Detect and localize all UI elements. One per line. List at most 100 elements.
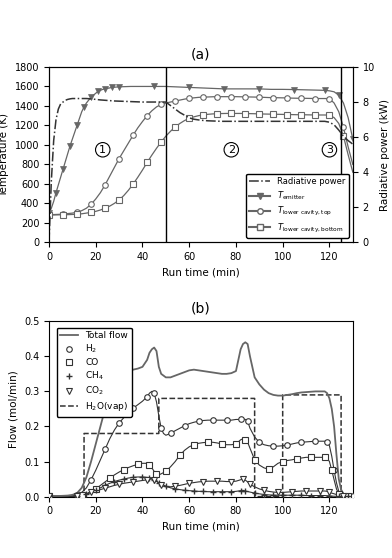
CO$_2$ [290,488,294,495]
CH$_4$ [201,488,205,495]
CO [322,454,327,461]
CO$_2$ [117,481,122,488]
CO [154,470,159,477]
Legend: Radiative power, $T_{\rm emitter}$, $T_{\rm lower\ cavity,top}$, $T_{\rm lower\ : Radiative power, $T_{\rm emitter}$, $T_{… [246,174,348,238]
CH$_4$ [243,488,248,494]
CH$_4$ [84,491,89,498]
CH$_4$ [252,490,257,497]
CO$_2$ [341,493,346,499]
H$_2$O(vap) [280,392,285,398]
CH$_4$ [271,492,276,498]
H$_2$ [238,416,243,423]
H$_2$ [224,417,229,424]
CH$_4$ [93,487,98,494]
CO$_2$ [241,476,245,483]
Total flow [304,389,309,396]
Line: CO: CO [46,437,351,499]
H$_2$ [299,439,304,446]
H$_2$O(vap) [156,430,161,437]
Total flow [84,474,89,480]
Total flow [47,493,51,499]
Y-axis label: Temperature (K): Temperature (K) [0,113,9,196]
CH$_4$ [103,482,107,489]
CO$_2$ [75,492,80,499]
CO [243,436,248,443]
H$_2$ [159,425,163,431]
Total flow [313,388,318,395]
Title: (a): (a) [191,47,211,61]
H$_2$O(vap) [252,493,257,500]
CH$_4$ [280,492,285,498]
CO [205,439,210,446]
CH$_4$ [210,488,215,495]
CH$_4$ [163,483,168,489]
H$_2$O(vap) [156,395,161,402]
CO$_2$ [215,478,220,484]
CO$_2$ [187,480,192,487]
CO [329,467,334,474]
Total flow [299,389,304,396]
CO$_2$ [89,489,93,496]
CO$_2$ [318,488,323,494]
H$_2$ [47,493,51,499]
CH$_4$ [152,477,156,483]
CO$_2$ [229,478,234,485]
H$_2$O(vap) [339,392,343,398]
CH$_4$ [182,487,187,494]
CO [192,441,196,448]
Y-axis label: Radiative power (kW): Radiative power (kW) [380,99,390,211]
Total flow [243,339,248,345]
CO [163,468,168,475]
H$_2$ [117,420,122,426]
H$_2$ [257,439,262,446]
CO$_2$ [327,489,332,496]
CH$_4$ [346,493,350,499]
H$_2$O(vap) [350,493,355,500]
X-axis label: Run time (min): Run time (min) [162,268,240,278]
CH$_4$ [220,488,224,495]
CH$_4$ [299,492,304,498]
CO [79,492,84,498]
H$_2$ [271,442,276,449]
Total flow [350,493,355,499]
H$_2$ [145,393,149,400]
H$_2$ [210,417,215,424]
Line: H$_2$: H$_2$ [46,391,356,499]
CO$_2$ [159,482,163,489]
CH$_4$ [336,493,341,499]
CH$_4$ [318,492,323,499]
CO [252,456,257,463]
Line: CO$_2$: CO$_2$ [46,477,346,499]
CO [309,454,313,461]
CO [294,455,299,462]
H$_2$ [196,418,201,425]
CH$_4$ [173,485,178,492]
CH$_4$ [147,474,152,481]
CO [147,461,152,468]
CO$_2$ [201,478,205,485]
CO [136,461,140,468]
CH$_4$ [290,492,294,498]
CO$_2$ [304,488,309,494]
Text: 3: 3 [326,145,333,155]
H$_2$ [332,467,336,474]
CH$_4$ [122,476,126,483]
CO [47,493,51,499]
H$_2$ [103,446,107,453]
Line: CH$_4$: CH$_4$ [46,474,351,499]
CH$_4$ [192,488,196,494]
CO [107,475,112,482]
CO$_2$ [261,487,266,494]
H$_2$ [89,477,93,483]
CH$_4$ [47,493,51,499]
H$_2$ [339,492,343,498]
CO$_2$ [173,483,178,489]
CH$_4$ [229,488,234,495]
Title: (b): (b) [191,302,211,316]
Total flow [290,391,294,397]
H$_2$ [168,430,173,437]
H$_2$ [285,442,290,449]
CO$_2$ [103,485,107,492]
CO$_2$ [276,489,280,496]
CO$_2$ [152,477,156,483]
